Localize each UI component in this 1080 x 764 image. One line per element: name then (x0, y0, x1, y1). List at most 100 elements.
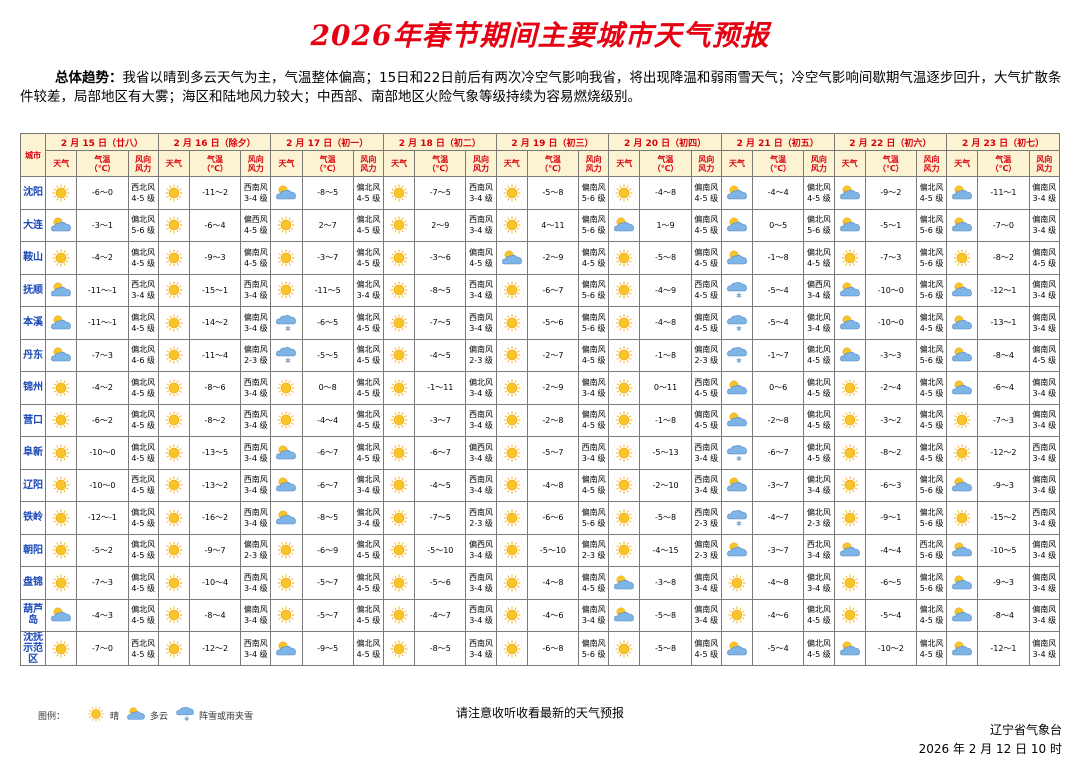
city-name: 鞍山 (19, 241, 47, 275)
sunny-icon (385, 281, 414, 299)
wind-force: 5-6 级 (919, 486, 944, 496)
wind-force: 4-5 级 (356, 453, 381, 463)
temperature-cell: -5～13 (639, 436, 692, 470)
wind-direction: 偏北风 (806, 638, 831, 648)
wind-cell: 偏北风 5-6 级 (915, 273, 948, 307)
wind-cell: 偏南风 3-4 级 (690, 566, 722, 600)
wind-force: 4-5 级 (131, 453, 155, 463)
wind-cell: 偏北风 3-4 级 (352, 468, 385, 502)
weather-subheader: 天气 (495, 150, 528, 177)
temperature-cell: -5～8 (639, 631, 692, 666)
wind-cell: 偏西风 3-4 级 (465, 436, 497, 470)
weather-cell (45, 403, 78, 437)
wind-direction: 偏南风 (1032, 638, 1057, 648)
wind-subheader-line2: 风力 (473, 163, 490, 173)
sunny-icon (835, 509, 864, 527)
wind-direction: 偏南风 (581, 410, 606, 420)
wind-cell: 偏南风 4-5 级 (690, 241, 722, 275)
sunny-icon (385, 184, 414, 202)
wind-cell: 西北风 3-4 级 (803, 533, 835, 567)
wind-cell: 偏北风 4-5 级 (352, 241, 385, 275)
wind-cell: 偏南风 4-5 级 (578, 566, 610, 600)
weather-cell (720, 566, 754, 600)
wind-cell: 偏北风 5-6 级 (915, 208, 948, 242)
wind-cell: 西南风 3-4 级 (240, 403, 272, 437)
snow-icon: ✱ (722, 314, 751, 332)
weather-cell (270, 468, 303, 502)
cloudy-icon (722, 379, 751, 397)
weather-cell (382, 176, 416, 210)
temperature-cell: -7～5 (414, 306, 467, 340)
temp-subheader-line2: （℃） (990, 163, 1017, 173)
wind-cell: 偏南风 2-3 级 (690, 338, 722, 372)
wind-direction: 偏西风 (243, 215, 268, 225)
weather-cell (946, 468, 979, 502)
temperature-cell: -5～2 (76, 533, 129, 567)
temperature-cell: -14～2 (188, 306, 242, 340)
weather-cell (833, 403, 866, 437)
wind-cell: 偏南风 2-3 级 (240, 338, 272, 372)
temperature-cell: -6～8 (526, 631, 580, 666)
wind-cell: 偏南风 3-4 级 (690, 598, 722, 632)
temperature-cell: -3～8 (639, 566, 692, 600)
wind-force: 4-5 级 (131, 583, 155, 593)
wind-cell: 西南风 3-4 级 (690, 468, 722, 502)
sunny-icon (497, 216, 526, 234)
wind-cell: 偏南风 2-3 级 (578, 533, 610, 567)
snow-icon: ✱ (722, 346, 751, 364)
wind-direction: 偏北风 (356, 215, 381, 225)
weather-cell (495, 176, 528, 210)
wind-force: 4-5 级 (356, 226, 381, 236)
temperature-cell: -9～1 (864, 501, 917, 535)
temp-subheader: 气温 （℃） (977, 150, 1030, 177)
wind-force: 5-6 级 (131, 226, 155, 236)
weather-cell (157, 306, 190, 340)
city-name: 朝阳 (19, 533, 47, 567)
cloudy-icon (948, 281, 977, 299)
wind-cell: 偏北风 4-5 级 (127, 501, 159, 535)
wind-direction: 偏北风 (806, 247, 831, 257)
wind-direction: 西北风 (806, 540, 831, 550)
wind-cell: 偏南风 4-5 级 (690, 176, 722, 210)
weather-cell (608, 468, 641, 502)
sunny-icon (835, 249, 864, 267)
temperature-cell: -7～5 (414, 501, 467, 535)
wind-cell: 西南风 3-4 级 (578, 436, 610, 470)
sunny-icon (272, 574, 301, 592)
wind-cell: 偏西风 4-5 级 (240, 208, 272, 242)
table-row: 大连 -3～1 偏北风 5-6 级 -6～4 偏西风 4-5 级 2～7 偏北风 4-5 级 2～… (19, 208, 1061, 242)
wind-cell: 偏南风 3-4 级 (240, 306, 272, 340)
wind-cell: 偏南风 5-6 级 (578, 176, 610, 210)
wind-force: 3-4 级 (1032, 551, 1057, 561)
wind-cell: 偏北风 3-4 级 (803, 468, 835, 502)
temperature-cell: -6～2 (76, 403, 129, 437)
temperature-cell: -10～0 (864, 306, 917, 340)
wind-direction: 偏北风 (806, 507, 831, 517)
sunny-icon (159, 216, 188, 234)
wind-cell: 西南风 3-4 级 (465, 598, 497, 632)
temperature-cell: -1～11 (414, 371, 467, 405)
wind-force: 5-6 级 (919, 518, 944, 528)
wind-direction: 偏南风 (1032, 572, 1057, 582)
wind-force: 4-5 级 (694, 388, 719, 398)
wind-force: 3-4 级 (243, 388, 268, 398)
weather-cell (946, 176, 979, 210)
wind-direction: 偏北风 (131, 540, 156, 550)
temperature-cell: -4～8 (526, 566, 580, 600)
wind-subheader-line2: 风力 (810, 163, 827, 173)
weather-cell (382, 533, 416, 567)
wind-force: 3-4 级 (469, 486, 493, 496)
svg-text:✱: ✱ (736, 325, 742, 332)
wind-subheader-line1: 风向 (135, 154, 152, 164)
cloudy-icon (722, 249, 751, 267)
wind-force: 4-5 级 (919, 453, 944, 463)
wind-force: 4-5 级 (694, 258, 719, 268)
temperature-cell: -9～3 (188, 241, 242, 275)
weather-cell (608, 208, 641, 242)
wind-cell: 偏北风 4-5 级 (803, 436, 835, 470)
wind-force: 2-3 级 (469, 518, 493, 528)
wind-direction: 偏北风 (919, 507, 944, 517)
wind-force: 3-4 级 (807, 551, 831, 561)
cloudy-icon (948, 640, 977, 658)
wind-direction: 偏北风 (356, 572, 381, 582)
